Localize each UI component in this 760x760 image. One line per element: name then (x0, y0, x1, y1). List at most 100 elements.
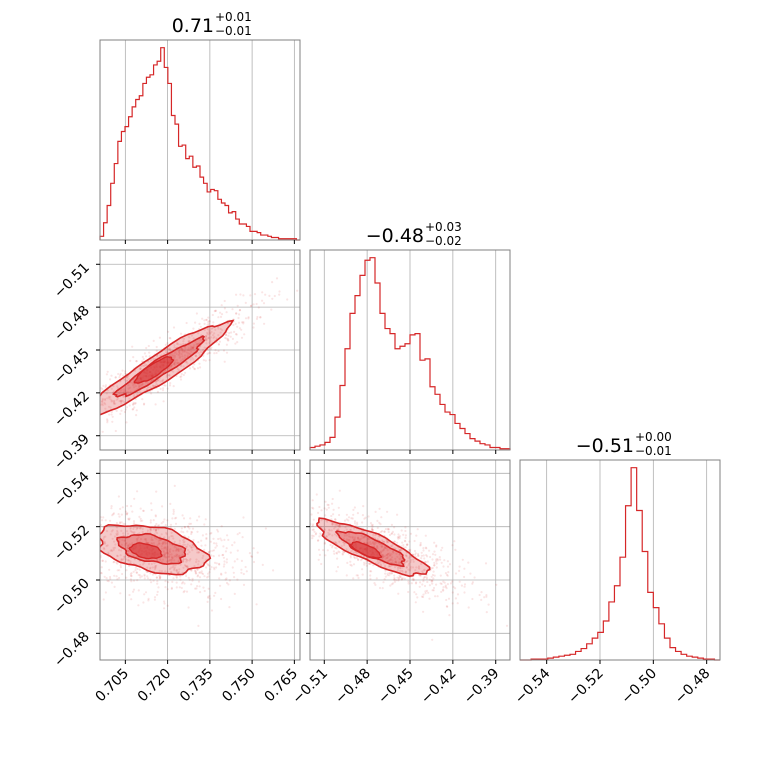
sample-point (182, 591, 185, 594)
sample-point (416, 596, 419, 599)
sample-point (179, 548, 182, 551)
sample-point (206, 563, 209, 566)
sample-point (139, 538, 143, 541)
sample-point (174, 350, 177, 354)
sample-point (416, 528, 419, 531)
sample-point (186, 362, 189, 365)
sample-point (116, 533, 119, 536)
sample-point (394, 561, 397, 564)
sample-point (124, 544, 127, 547)
y-tick-label: −0.48 (51, 629, 93, 671)
histogram-panel-1: −0.48 +0.03−0.02 (309, 220, 511, 454)
sample-point (400, 578, 403, 581)
sample-point (138, 383, 141, 386)
sample-point (440, 582, 443, 586)
sample-point (133, 393, 136, 396)
sample-point (207, 596, 210, 599)
sample-point (181, 347, 184, 350)
sample-point (110, 413, 113, 416)
sample-point (187, 339, 190, 342)
sample-point (418, 567, 421, 570)
sample-point (242, 321, 245, 324)
sample-point (241, 536, 244, 539)
sample-point (397, 533, 400, 536)
sample-point (186, 530, 189, 533)
sample-point (156, 580, 159, 583)
sample-point (383, 545, 386, 549)
sample-point (114, 429, 117, 433)
sample-point (209, 597, 212, 600)
sample-point (171, 556, 174, 559)
sample-point (428, 597, 431, 600)
sample-point (244, 317, 248, 320)
sample-point (182, 373, 185, 377)
sample-point (365, 562, 368, 565)
sample-point (104, 407, 107, 410)
sample-point (96, 510, 98, 512)
sample-point (312, 518, 315, 521)
sample-point (360, 554, 363, 557)
sample-point (164, 542, 167, 545)
sample-point (505, 624, 509, 627)
sample-point (382, 555, 385, 558)
sample-point (234, 342, 237, 345)
sample-point (132, 579, 136, 582)
sample-point (227, 583, 230, 586)
sample-point (163, 352, 166, 356)
sample-point (48, 424, 50, 426)
sample-point (171, 517, 174, 520)
sample-point (440, 549, 443, 552)
sample-point (117, 495, 120, 498)
sample-point (101, 404, 104, 407)
sample-point (391, 545, 394, 548)
sample-point (140, 575, 143, 578)
sample-point (376, 562, 380, 565)
sample-point (196, 568, 199, 571)
sample-point (495, 583, 498, 586)
sample-point (328, 533, 331, 536)
sample-point (418, 585, 421, 588)
sample-point (205, 537, 208, 541)
sample-point (109, 577, 112, 580)
sample-point (438, 556, 441, 559)
sample-point (335, 552, 339, 555)
sample-point (140, 383, 143, 386)
sample-point (330, 518, 333, 521)
sample-point (119, 400, 122, 403)
sample-point (371, 542, 374, 545)
sample-point (388, 552, 391, 555)
sample-point (138, 574, 142, 577)
sample-point (119, 374, 122, 377)
sample-point (318, 505, 321, 509)
sample-point (75, 431, 77, 433)
sample-point (435, 545, 438, 548)
sample-point (422, 593, 425, 596)
sample-point (206, 600, 209, 604)
sample-point (435, 583, 438, 586)
sample-point (150, 538, 153, 542)
title-error-minus: −0.02 (425, 234, 462, 248)
sample-point (47, 532, 49, 534)
sample-point (120, 558, 123, 561)
sample-point (150, 508, 153, 512)
sample-point (82, 550, 84, 552)
sample-point (228, 606, 231, 609)
sample-point (340, 545, 343, 548)
sample-point (163, 607, 166, 610)
sample-point (191, 365, 194, 369)
sample-point (430, 579, 433, 582)
sample-point (102, 537, 105, 541)
sample-point (422, 610, 425, 613)
sample-point (208, 341, 211, 344)
sample-point (127, 559, 130, 562)
sample-point (349, 563, 352, 567)
sample-point (417, 554, 420, 558)
sample-point (390, 544, 393, 548)
sample-point (310, 513, 313, 516)
sample-point (151, 542, 154, 546)
sample-point (397, 537, 400, 540)
sample-point (325, 535, 328, 538)
sample-point (161, 558, 165, 561)
sample-point (158, 542, 161, 545)
sample-point (101, 559, 104, 562)
